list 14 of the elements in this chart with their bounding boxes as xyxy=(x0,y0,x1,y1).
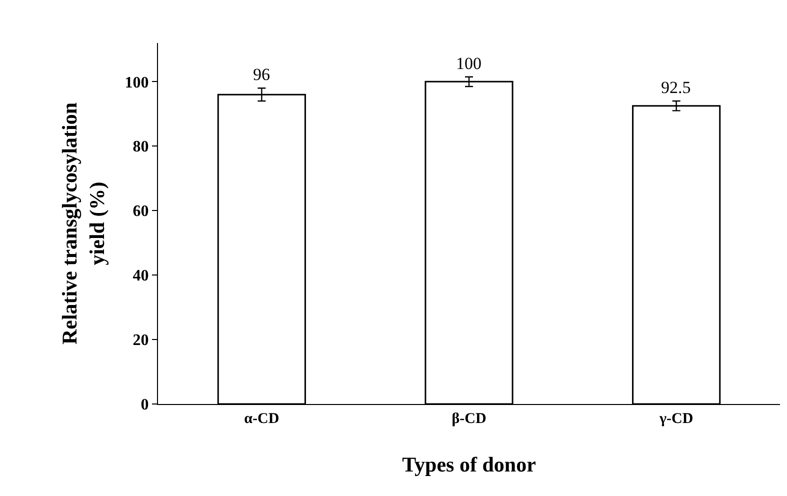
y-tick-label: 60 xyxy=(132,203,149,220)
x-tick-label: α-CD xyxy=(244,411,280,428)
x-tick-label: γ-CD xyxy=(658,411,694,428)
x-tick-label: β-CD xyxy=(452,411,486,428)
data-label: 96 xyxy=(253,65,270,84)
y-tick-label: 40 xyxy=(132,268,149,285)
y-tick-label: 0 xyxy=(140,396,149,414)
y-axis-title: Relative transglycosylation yield (%) xyxy=(58,102,109,345)
y-tick-label: 100 xyxy=(124,74,149,92)
data-label: 92.5 xyxy=(661,78,691,97)
x-axis-title: Types of donor xyxy=(402,452,536,476)
data-label: 100 xyxy=(456,54,482,73)
y-tick-label: 80 xyxy=(132,138,149,156)
y-tick-label: 20 xyxy=(132,332,149,350)
